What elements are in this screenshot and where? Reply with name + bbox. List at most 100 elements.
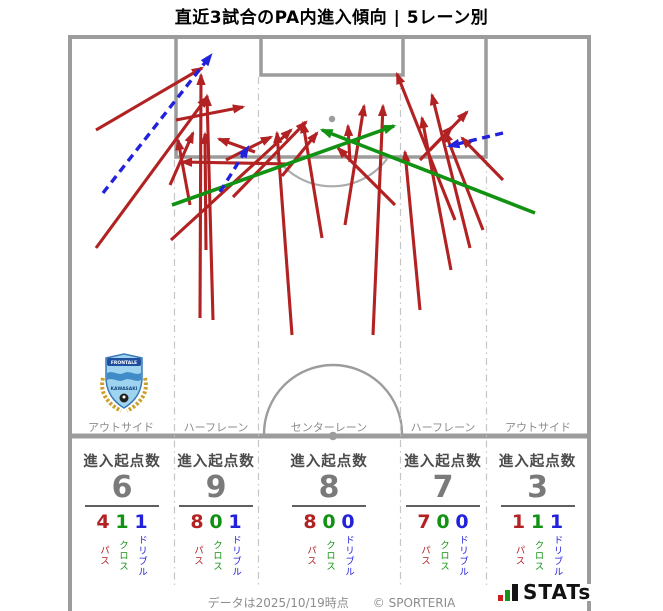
data-note: データは2025/10/19時点 bbox=[207, 596, 349, 610]
divider bbox=[406, 505, 480, 507]
laurel-right bbox=[125, 377, 148, 413]
pass-count: 7 bbox=[417, 511, 431, 533]
breakdown-labels: パス クロス ドリブル bbox=[400, 535, 486, 577]
cross-count: 0 bbox=[436, 511, 450, 533]
entry-total: 3 bbox=[527, 470, 548, 505]
entry-total: 8 bbox=[318, 470, 340, 505]
center-circle-arc bbox=[262, 363, 404, 435]
cross-label: クロス bbox=[323, 540, 335, 572]
dribble-count: 1 bbox=[228, 511, 242, 533]
pass-count: 8 bbox=[303, 511, 317, 533]
team-emblem-icon: FRONTALE KAWASAKI bbox=[100, 353, 148, 413]
stats-column-center: 進入起点数 8 8 0 0 パス クロス ドリブル bbox=[258, 444, 400, 577]
breakdown-values: 8 0 0 bbox=[258, 512, 400, 533]
penalty-spot bbox=[328, 115, 336, 123]
pass-entry-arrow bbox=[371, 103, 388, 336]
pass-entry-arrow bbox=[231, 120, 308, 199]
pass-count: 8 bbox=[190, 511, 204, 533]
pass-entry-arrow bbox=[429, 92, 472, 249]
pitch-lines bbox=[68, 35, 591, 611]
cross-label: クロス bbox=[116, 540, 128, 572]
stats-logo-text: STATs bbox=[523, 580, 592, 604]
stat-header: 進入起点数 bbox=[498, 454, 577, 470]
pitch-lane-label-half-left: ハーフレーン bbox=[183, 421, 249, 434]
breakdown-values: 7 0 0 bbox=[400, 512, 486, 533]
pass-entry-arrow bbox=[216, 137, 256, 154]
dribble-count: 1 bbox=[134, 511, 148, 533]
dribble-entry-arrow bbox=[218, 144, 250, 193]
penalty-arc bbox=[276, 158, 388, 188]
laurel-left bbox=[100, 377, 123, 413]
pass-entry-arrow bbox=[428, 110, 469, 152]
badge-top-text: FRONTALE bbox=[111, 360, 137, 366]
pass-entry-arrow bbox=[336, 146, 397, 207]
pass-entry-arrow bbox=[460, 136, 505, 182]
dribble-count: 0 bbox=[341, 511, 355, 533]
dribble-label: ドリブル bbox=[456, 534, 468, 577]
pass-entry-arrow bbox=[95, 66, 205, 132]
breakdown-labels: パス クロス ドリブル bbox=[258, 535, 400, 577]
entry-total: 6 bbox=[111, 470, 133, 505]
pass-entry-arrow bbox=[401, 149, 422, 311]
breakdown-labels: パス クロス ドリブル bbox=[174, 535, 258, 577]
cross-label: クロス bbox=[437, 540, 449, 572]
dribble-label: ドリブル bbox=[551, 534, 563, 577]
stats-column-half-left: 進入起点数 9 8 0 1 パス クロス ドリブル bbox=[174, 444, 258, 577]
pass-label: パス bbox=[97, 545, 109, 567]
stat-header: 進入起点数 bbox=[83, 454, 161, 470]
pass-count: 4 bbox=[96, 511, 110, 533]
bar-chart-icon bbox=[498, 584, 518, 601]
figure-title: 直近3試合のPA内進入傾向 | 5レーン別 bbox=[174, 8, 489, 28]
stats-logo: STATs bbox=[494, 580, 592, 604]
shield-banner bbox=[107, 358, 141, 366]
entry-total: 9 bbox=[205, 470, 227, 505]
pass-entry-arrow bbox=[94, 95, 209, 249]
breakdown-labels: パス クロス ドリブル bbox=[70, 535, 174, 577]
pass-label: パス bbox=[418, 545, 430, 567]
cross-label: クロス bbox=[210, 540, 222, 572]
copyright: © SPORTERIA bbox=[372, 596, 456, 610]
pass-label: パス bbox=[304, 545, 316, 567]
divider bbox=[292, 505, 366, 507]
pass-label: パス bbox=[191, 545, 203, 567]
dribble-label: ドリブル bbox=[229, 534, 241, 577]
team-emblem: FRONTALE KAWASAKI bbox=[95, 352, 153, 420]
stats-column-outside-right: 進入起点数 3 1 1 1 パス クロス ドリブル bbox=[486, 444, 589, 577]
badge-bottom-text: KAWASAKI bbox=[111, 386, 138, 392]
badge-figure-dot bbox=[122, 395, 126, 399]
penalty-area bbox=[174, 35, 488, 159]
stat-header: 進入起点数 bbox=[177, 454, 255, 470]
divider bbox=[85, 505, 159, 507]
breakdown-values: 4 1 1 bbox=[70, 512, 174, 533]
pass-label: パス bbox=[513, 545, 525, 567]
dribble-entry-arrow bbox=[446, 131, 504, 149]
breakdown-labels: パス クロス ドリブル bbox=[486, 535, 589, 577]
dribble-label: ドリブル bbox=[342, 534, 354, 577]
entry-arrows-layer bbox=[94, 53, 536, 336]
goal-area bbox=[259, 35, 405, 77]
shield bbox=[105, 353, 143, 409]
stats-column-outside-left: 進入起点数 6 4 1 1 パス クロス ドリブル bbox=[70, 444, 174, 577]
breakdown-values: 8 0 1 bbox=[174, 512, 258, 533]
cross-entry-arrow bbox=[171, 124, 397, 207]
dribble-entry-arrow bbox=[101, 53, 213, 195]
pass-entry-arrow bbox=[175, 137, 192, 206]
stat-header: 進入起点数 bbox=[404, 454, 482, 470]
pass-entry-arrow bbox=[280, 131, 319, 177]
pass-entry-arrow bbox=[175, 104, 246, 122]
cross-label: クロス bbox=[532, 540, 544, 572]
cross-count: 1 bbox=[115, 511, 129, 533]
pitch-lane-label-half-right: ハーフレーン bbox=[410, 421, 476, 434]
footer: データは2025/10/19時点 © SPORTERIA bbox=[0, 594, 663, 611]
dribble-count: 1 bbox=[549, 511, 564, 533]
dribble-label: ドリブル bbox=[135, 534, 147, 577]
cross-count: 0 bbox=[322, 511, 336, 533]
cross-count: 1 bbox=[530, 511, 545, 533]
pass-entry-arrow bbox=[443, 129, 485, 231]
dribble-count: 0 bbox=[455, 511, 469, 533]
pass-entry-arrow bbox=[343, 123, 354, 163]
divider bbox=[500, 505, 575, 507]
shield-wave bbox=[107, 372, 141, 381]
